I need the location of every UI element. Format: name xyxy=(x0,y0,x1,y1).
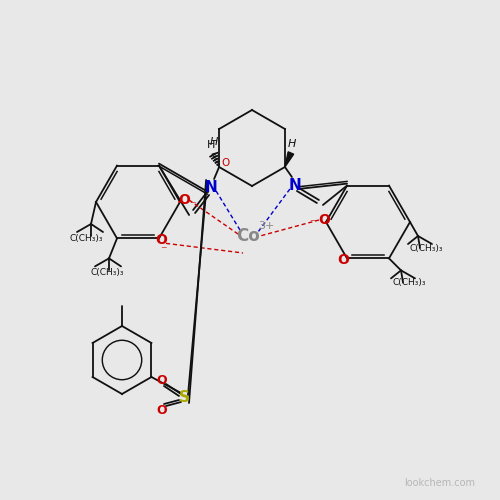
Text: O: O xyxy=(337,254,349,268)
Text: O: O xyxy=(178,193,190,207)
Text: N: N xyxy=(204,180,218,194)
Text: ⁻: ⁻ xyxy=(188,200,196,212)
Text: H: H xyxy=(288,139,296,149)
Text: Co: Co xyxy=(236,227,260,245)
Text: O: O xyxy=(156,374,168,386)
Text: C(CH₃)₃: C(CH₃)₃ xyxy=(90,268,124,277)
Polygon shape xyxy=(285,152,294,167)
Text: O: O xyxy=(156,404,168,416)
Text: C(CH₃)₃: C(CH₃)₃ xyxy=(392,278,426,287)
Text: H: H xyxy=(210,137,218,147)
Text: O: O xyxy=(155,234,167,247)
Text: ⁻: ⁻ xyxy=(160,244,166,257)
Text: ⁻: ⁻ xyxy=(308,218,316,230)
Text: 3+: 3+ xyxy=(258,221,274,231)
Text: O: O xyxy=(221,158,229,168)
Text: S: S xyxy=(178,390,190,406)
Text: H: H xyxy=(207,140,216,150)
Text: N: N xyxy=(288,178,302,192)
Text: C(CH₃)₃: C(CH₃)₃ xyxy=(409,244,443,252)
Text: O: O xyxy=(318,213,330,227)
Text: C(CH₃)₃: C(CH₃)₃ xyxy=(69,234,103,242)
Text: lookchem.com: lookchem.com xyxy=(404,478,475,488)
